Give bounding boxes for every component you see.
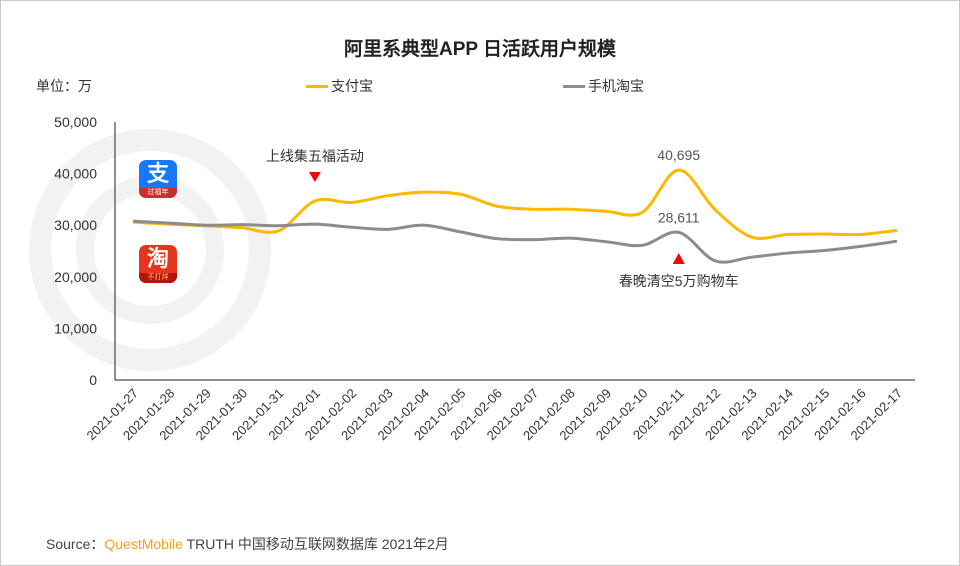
source-prefix: Source：: [46, 536, 105, 552]
legend-swatch: [306, 84, 328, 88]
y-tick-label: 40,000: [54, 166, 97, 182]
series-line-taobao: [132, 219, 898, 264]
legend-swatch: [563, 84, 585, 88]
icon-banner: 过福年: [139, 188, 177, 198]
annotation-label: 上线集五福活动: [266, 148, 364, 164]
source-note: Source：QuestMobile TRUTH 中国移动互联网数据库 2021…: [46, 534, 449, 554]
y-tick-label: 10,000: [54, 320, 97, 336]
data-label: 40,695: [657, 147, 700, 163]
legend-item-alipay: 支付宝: [306, 76, 373, 96]
source-brand: QuestMobile: [104, 536, 183, 552]
down-triangle-icon: [308, 172, 321, 182]
y-tick-label: 50,000: [54, 114, 97, 130]
annotation-label: 春晚清空5万购物车: [619, 273, 739, 289]
data-label: 28,611: [658, 209, 700, 225]
unit-label: 单位：万: [36, 78, 92, 94]
taobao-icon: 淘 不打烊: [139, 245, 177, 283]
alipay-icon: 支 过福年: [139, 160, 177, 198]
icon-glyph: 淘: [146, 246, 169, 271]
chart-title: 阿里系典型APP 日活跃用户规模: [343, 39, 616, 60]
legend-label: 支付宝: [331, 78, 373, 94]
icon-glyph: 支: [146, 161, 169, 186]
y-tick-label: 30,000: [54, 217, 97, 233]
icon-banner: 不打烊: [139, 273, 177, 283]
source-text: TRUTH 中国移动互联网数据库 2021年2月: [182, 536, 449, 552]
series-line-alipay: [132, 168, 898, 240]
legend-label: 手机淘宝: [588, 78, 644, 94]
up-triangle-icon: [672, 253, 685, 264]
y-tick-label: 0: [89, 372, 97, 388]
y-tick-label: 20,000: [54, 269, 97, 285]
watermark-ring: [29, 129, 271, 371]
legend-item-taobao: 手机淘宝: [563, 76, 644, 96]
